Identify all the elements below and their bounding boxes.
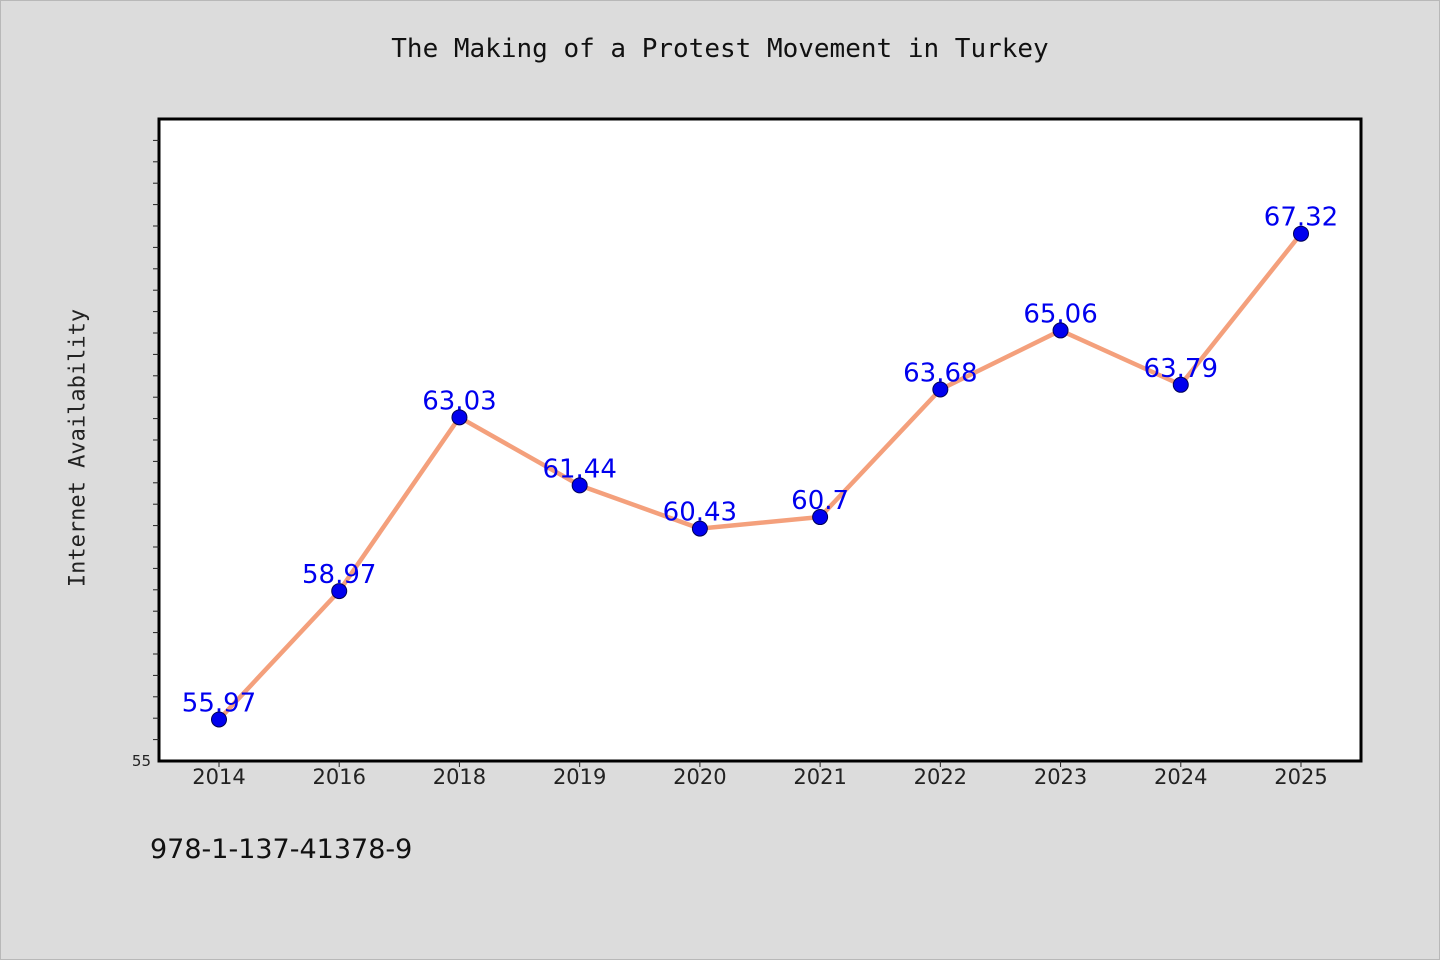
x-tick-label: 2019 [553, 765, 606, 789]
x-tick-label: 2014 [192, 765, 245, 789]
x-tick-label: 2024 [1154, 765, 1207, 789]
x-tick-label: 2022 [914, 765, 967, 789]
x-tick-label: 2025 [1274, 765, 1327, 789]
data-point [812, 509, 829, 526]
series-line [216, 231, 1304, 722]
x-tick-label: 2021 [793, 765, 846, 789]
data-label: 61.44 [542, 454, 616, 484]
x-tick-label: 2018 [433, 765, 486, 789]
x-tick-label: 2016 [312, 765, 365, 789]
data-label: 63.79 [1144, 354, 1218, 384]
footer-code: 978-1-137-41378-9 [150, 834, 413, 865]
data-label: 58.97 [302, 560, 376, 590]
data-label: 55.97 [182, 688, 256, 718]
x-tick-label: 2020 [673, 765, 726, 789]
data-label: 60.43 [663, 498, 737, 528]
data-point [932, 381, 949, 398]
data-point [211, 711, 227, 728]
data-label: 67.32 [1264, 203, 1338, 233]
plot-area [157, 117, 1363, 763]
data-point [451, 409, 468, 426]
data-point [691, 520, 708, 537]
data-point [1293, 225, 1309, 242]
data-label: 63.68 [903, 358, 977, 388]
y-tick-label: 55 [132, 752, 151, 770]
data-point [1052, 322, 1069, 339]
x-tick-label: 2023 [1034, 765, 1087, 789]
data-label: 60.7 [791, 486, 849, 516]
data-point [1172, 376, 1189, 393]
chart-title: The Making of a Protest Movement in Turk… [391, 34, 1049, 64]
data-label: 65.06 [1023, 299, 1097, 329]
data-label: 63.03 [422, 386, 496, 416]
data-point [331, 583, 348, 600]
data-point [571, 477, 588, 494]
